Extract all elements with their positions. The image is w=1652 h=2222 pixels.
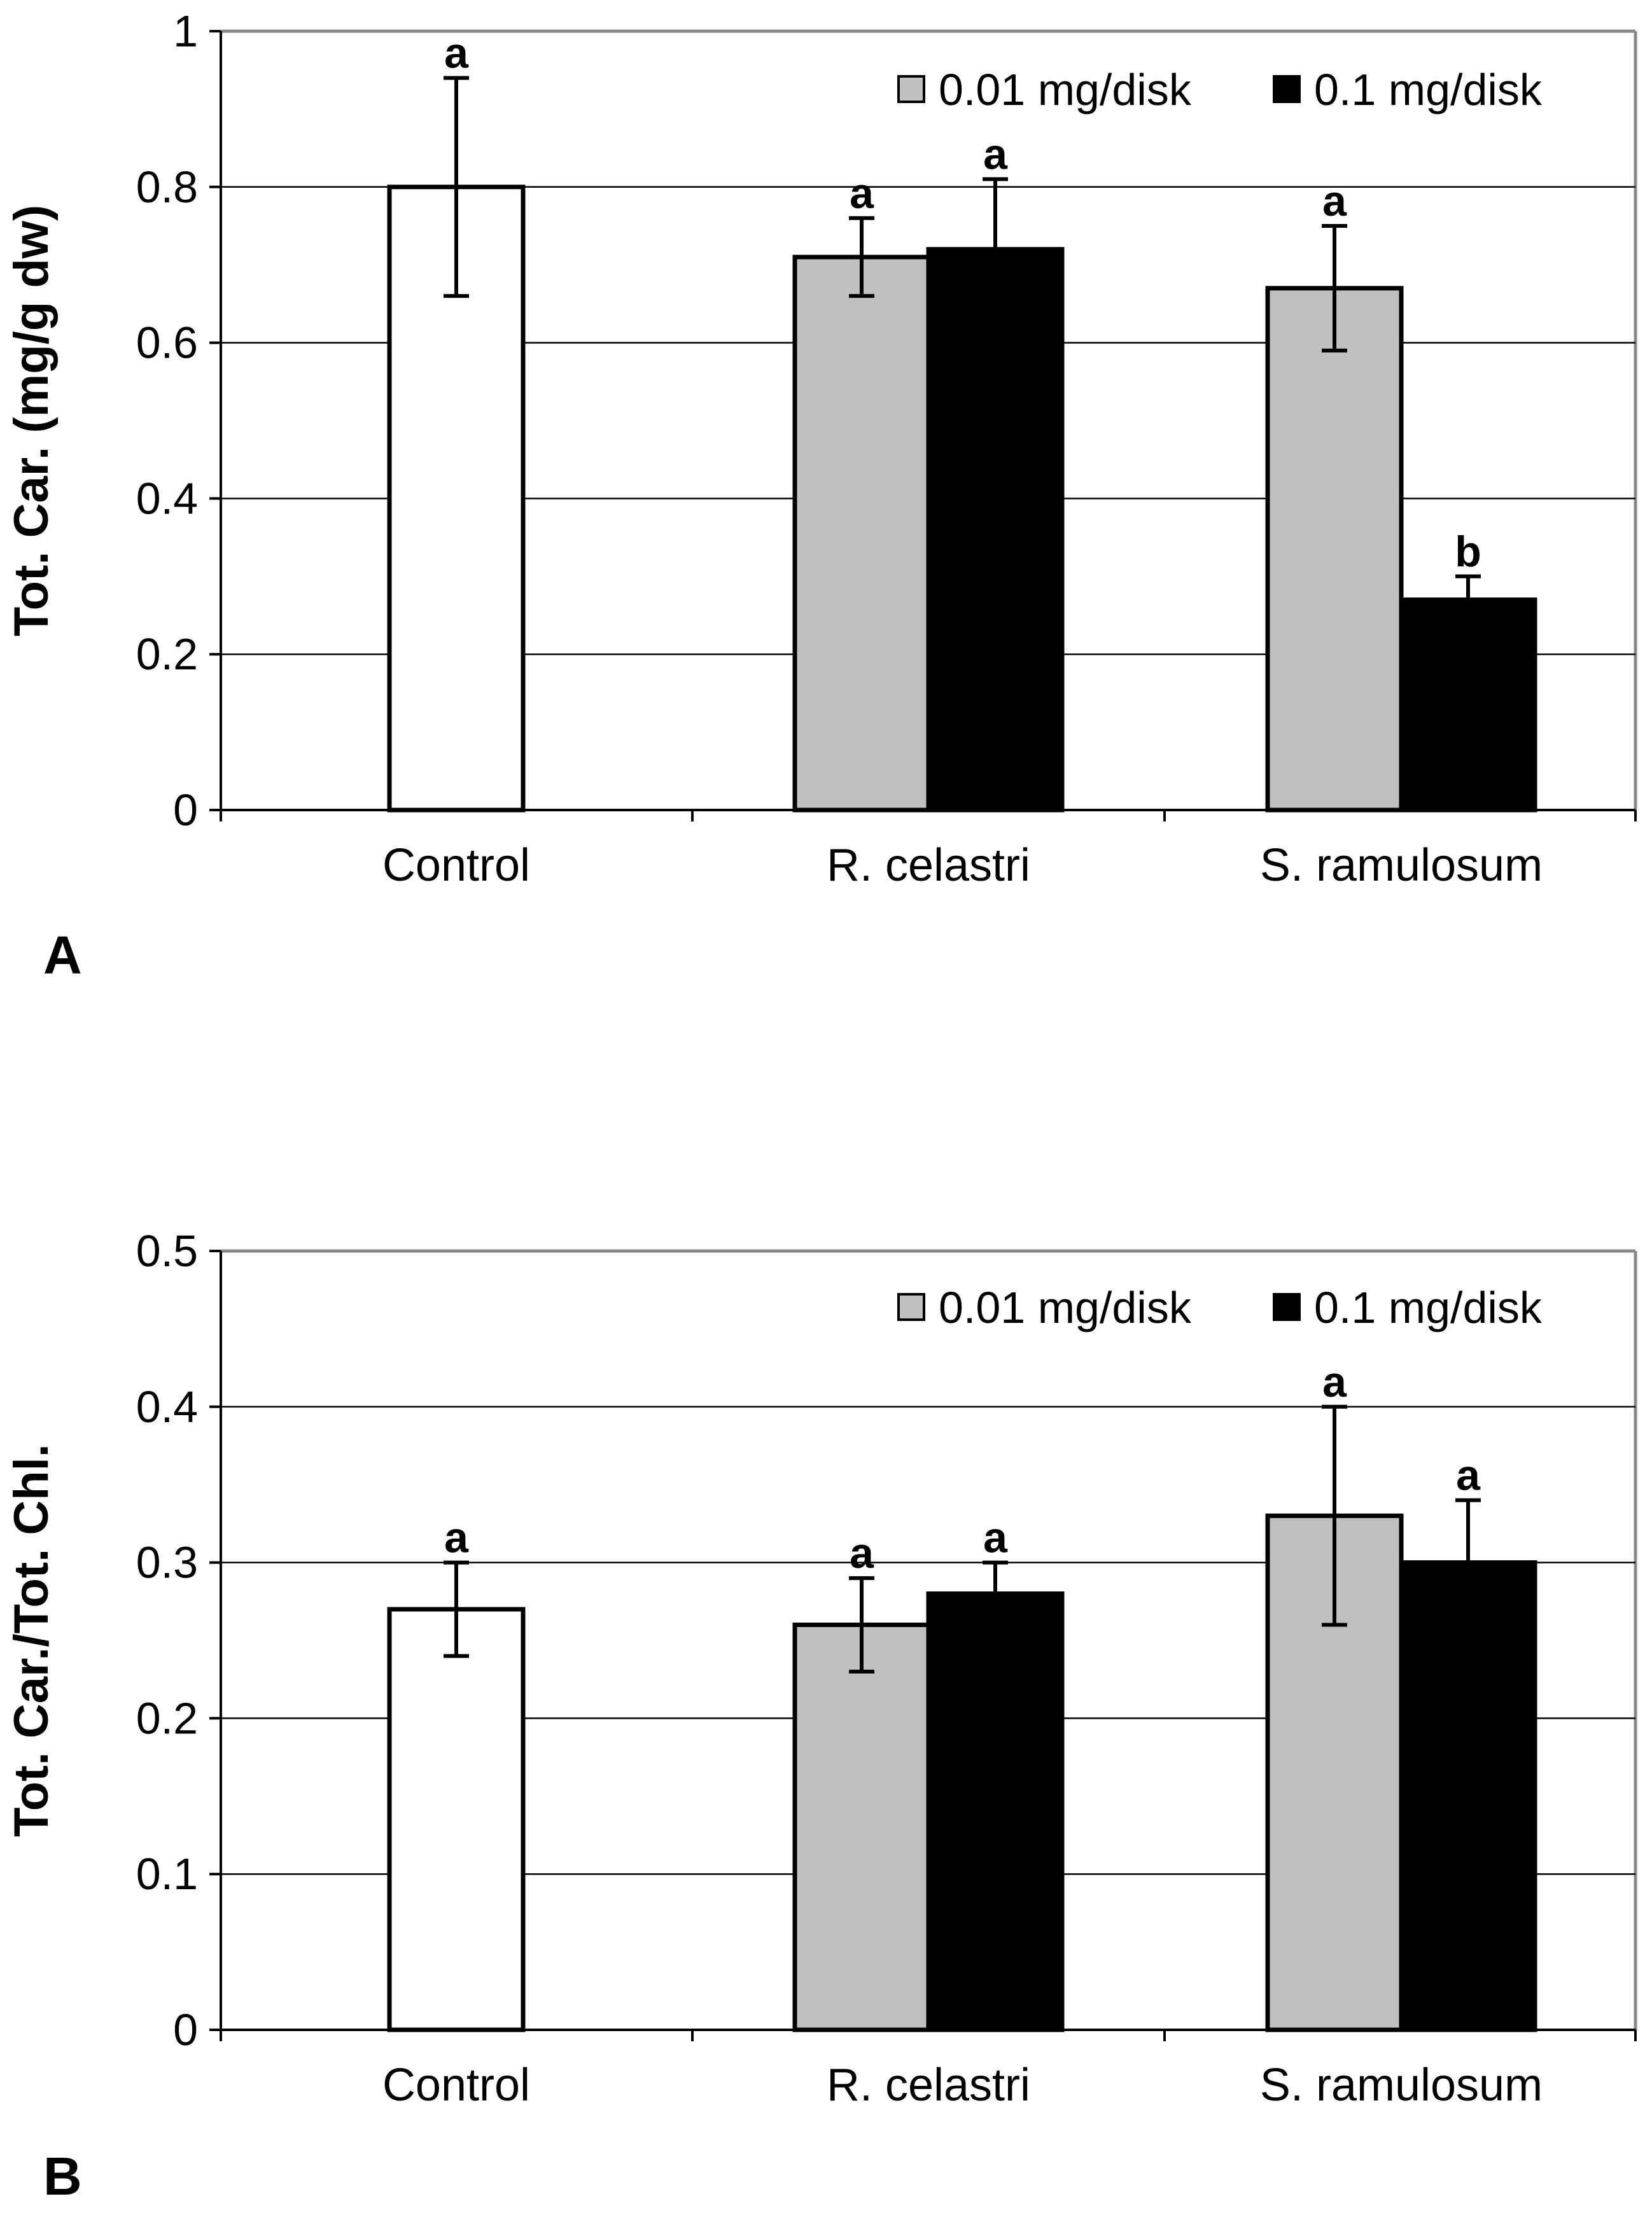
y-tick-label: 0.6 bbox=[136, 318, 198, 368]
bar bbox=[792, 255, 931, 813]
bar bbox=[926, 247, 1065, 813]
bar bbox=[1265, 286, 1404, 813]
legend-label: 0.1 mg/disk bbox=[1314, 65, 1543, 115]
y-axis-title: Tot. Car. (mg/g dw) bbox=[4, 205, 59, 636]
y-tick-label: 0 bbox=[173, 2005, 198, 2055]
significance-letter: a bbox=[983, 130, 1008, 179]
significance-letter: b bbox=[1455, 528, 1481, 576]
y-tick-label: 1 bbox=[173, 6, 198, 56]
y-tick-label: 0.3 bbox=[136, 1538, 198, 1588]
y-tick-label: 0.4 bbox=[136, 1382, 198, 1432]
y-tick-label: 0.4 bbox=[136, 473, 198, 523]
significance-letter: a bbox=[1322, 1358, 1347, 1406]
legend-label: 0.1 mg/disk bbox=[1314, 1283, 1543, 1332]
y-tick-label: 0.2 bbox=[136, 629, 198, 679]
panel-label: A bbox=[43, 925, 82, 985]
legend-swatch bbox=[1273, 75, 1301, 103]
y-axis-title: Tot. Car./Tot. Chl. bbox=[4, 1444, 59, 1837]
significance-letter: a bbox=[1322, 177, 1347, 225]
x-tick-label: S. ramulosum bbox=[1260, 840, 1543, 891]
bar bbox=[926, 1591, 1065, 2032]
chart-panel-a: 0 0.2 0.4 0.6 0.8 1 Control R. celastri S. ramul… bbox=[4, 6, 1637, 985]
significance-letter: a bbox=[850, 1529, 874, 1577]
x-tick-label: Control bbox=[382, 2060, 530, 2111]
y-tick-label: 0.5 bbox=[136, 1226, 198, 1276]
y-tick-label: 0 bbox=[173, 785, 198, 835]
bar bbox=[387, 1607, 526, 2032]
significance-letter: a bbox=[1456, 1451, 1481, 1500]
x-tick-label: S. ramulosum bbox=[1260, 2060, 1543, 2111]
x-tick-label: R. celastri bbox=[827, 2060, 1030, 2111]
significance-letter: a bbox=[983, 1514, 1008, 1562]
bar bbox=[792, 1623, 931, 2032]
x-tick-label: R. celastri bbox=[827, 840, 1030, 891]
y-tick-label: 0.2 bbox=[136, 1693, 198, 1743]
significance-letter: a bbox=[444, 1514, 469, 1562]
legend-label: 0.01 mg/disk bbox=[939, 65, 1192, 115]
bar bbox=[1399, 597, 1537, 813]
significance-letter: a bbox=[444, 29, 469, 77]
significance-letter: a bbox=[850, 169, 874, 218]
x-tick-label: Control bbox=[382, 840, 530, 891]
legend-swatch bbox=[1273, 1293, 1301, 1321]
legend-label: 0.01 mg/disk bbox=[939, 1283, 1192, 1332]
y-tick-label: 0.1 bbox=[136, 1849, 198, 1899]
y-tick-label: 0.8 bbox=[136, 162, 198, 212]
legend-swatch bbox=[897, 1293, 925, 1321]
panel-label: B bbox=[43, 2146, 82, 2206]
legend-swatch bbox=[897, 75, 925, 103]
chart-panel-b: 0 0.1 0.2 0.3 0.4 0.5 Control R. celastri S. ram… bbox=[4, 1226, 1637, 2206]
bar bbox=[1399, 1560, 1537, 2032]
